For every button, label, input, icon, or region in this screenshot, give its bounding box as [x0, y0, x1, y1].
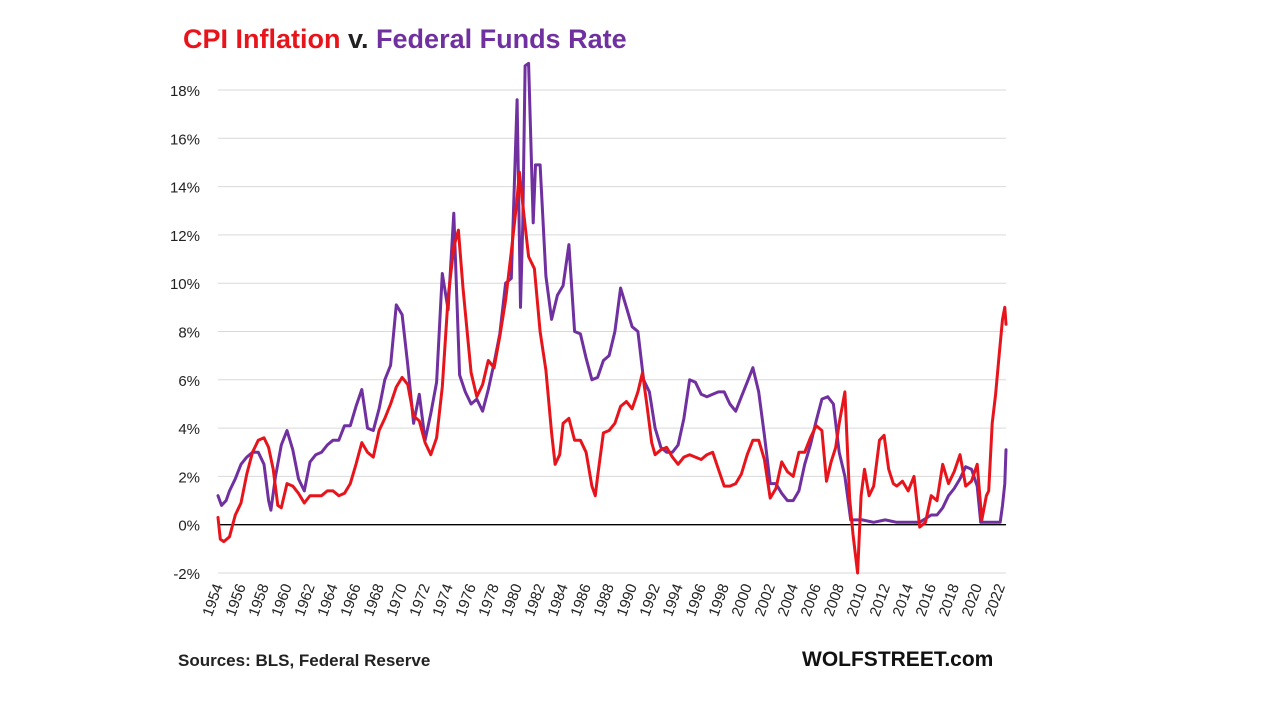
cpi-inflation-line [216, 170, 1008, 575]
title-federal-funds-rate: Federal Funds Rate [376, 24, 627, 54]
federal-funds-rate-line [216, 61, 1008, 524]
y-tick-label: 6% [178, 373, 200, 390]
x-tick-label: 2022 [982, 582, 1009, 619]
x-axis-tick-labels: 1954195619581960196219641966196819701972… [199, 582, 1009, 619]
y-tick-label: 4% [178, 421, 200, 438]
y-tick-label: 18% [170, 83, 200, 100]
y-tick-label: 12% [170, 228, 200, 245]
y-tick-label: 16% [170, 131, 200, 148]
y-tick-label: 10% [170, 276, 200, 293]
title-versus: v. [348, 24, 369, 54]
y-tick-label: 2% [178, 469, 200, 486]
y-axis-tick-labels: -2% 0% 2% 4% 6% 8% 10% 12% 14% 16% 18% [170, 83, 200, 583]
chart-title: CPI Inflation v. Federal Funds Rate [183, 24, 627, 55]
y-tick-label: 8% [178, 325, 200, 342]
sources-note: Sources: BLS, Federal Reserve [178, 651, 431, 670]
title-cpi-inflation: CPI Inflation [183, 24, 341, 54]
y-tick-label: -2% [173, 566, 200, 583]
brand-watermark: WOLFSTREET.com [802, 648, 994, 671]
series-lines [216, 61, 1008, 575]
y-tick-label: 0% [178, 518, 200, 535]
y-tick-label: 14% [170, 180, 200, 197]
gridlines [218, 89, 1006, 574]
